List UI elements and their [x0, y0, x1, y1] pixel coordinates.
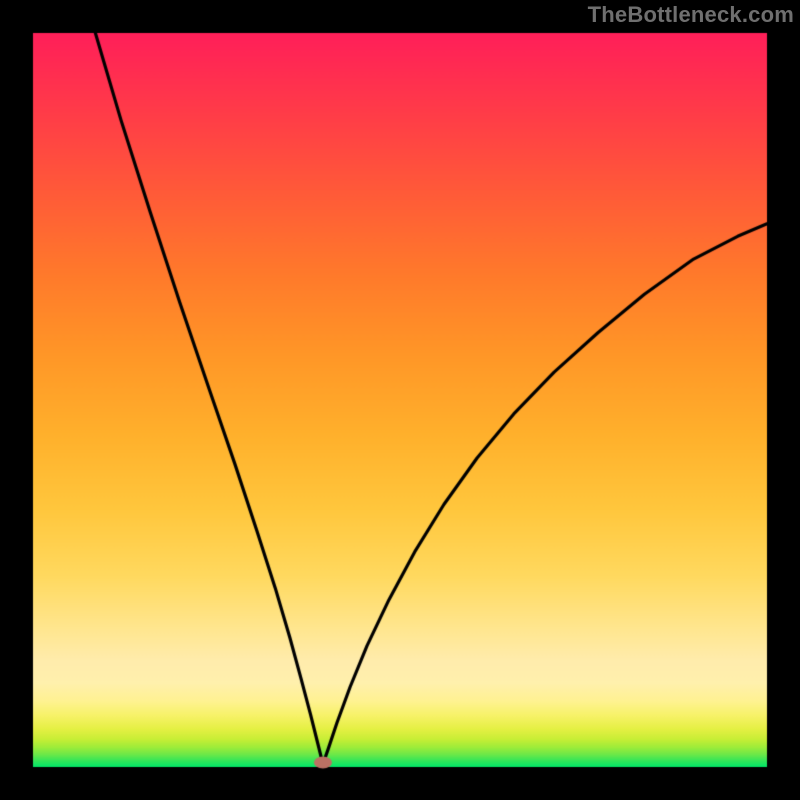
chart-container: TheBottleneck.com — [0, 0, 800, 800]
bottleneck-gradient-chart — [0, 0, 800, 800]
watermark-label: TheBottleneck.com — [588, 2, 794, 28]
